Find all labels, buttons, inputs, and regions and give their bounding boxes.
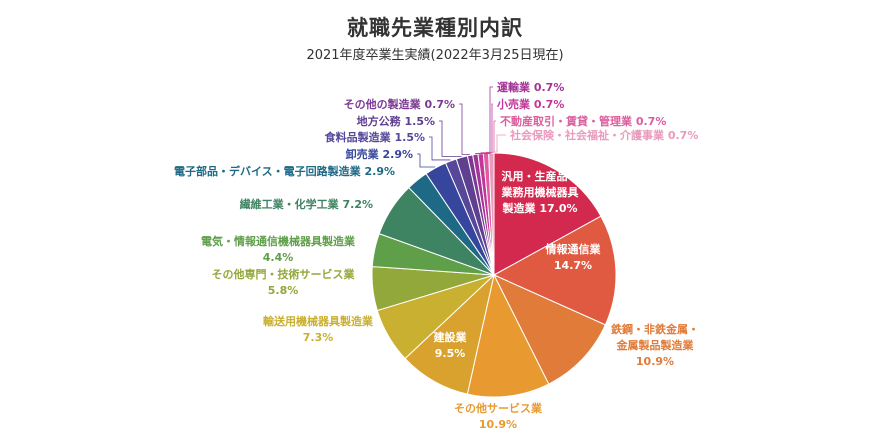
slice-label: 鉄鋼・非鉄金属・金属製品製造業 10.9% <box>611 322 699 368</box>
slice-label: 小売業 0.7% <box>496 97 564 111</box>
slice-label: 繊維工業・化学工業 7.2% <box>240 197 373 211</box>
slice-label: 食料品製造業 1.5% <box>325 130 425 144</box>
pie-slice <box>492 273 607 385</box>
slice-label: 運輸業 0.7% <box>497 80 564 94</box>
leader-line <box>439 120 462 157</box>
slice-label: 建設業 9.5% <box>434 330 468 360</box>
leader-line <box>459 103 470 155</box>
slice-label: その他の製造業 0.7% <box>344 97 455 111</box>
slice-label: 電子部品・デバイス・電子回路製造業 2.9% <box>174 164 395 178</box>
leader-line <box>480 103 493 154</box>
slice-label: 社会保険・社会福祉・介護事業 0.7% <box>509 128 698 142</box>
pie-slice <box>493 152 602 276</box>
pie-slices <box>371 152 617 398</box>
leader-line <box>429 136 451 161</box>
slice-label: 地方公務 1.5% <box>357 114 435 128</box>
slice-label: 汎用・生産品・業務用機械器具製造業 17.0% <box>501 169 579 215</box>
chart-subtitle: 2021年度卒業生実績(2022年3月25日現在) <box>306 48 564 63</box>
leader-lines <box>417 86 506 168</box>
slice-labels: 汎用・生産品・業務用機械器具製造業 17.0% 情報通信業 14.7% 鉄鋼・非鉄金属… <box>174 80 699 431</box>
pie-slice <box>466 273 550 398</box>
leader-line <box>491 134 506 153</box>
slice-label: 卸売業 2.9% <box>346 147 413 161</box>
pie-slice <box>492 215 617 326</box>
slice-label: 電気・情報通信機械器具製造業 4.4% <box>201 234 356 264</box>
leader-line <box>417 153 436 168</box>
slice-label: 不動産取引・賃貸・管理業 0.7% <box>500 114 666 128</box>
slice-label: 情報通信業 14.7% <box>546 242 602 272</box>
leader-line <box>475 86 493 154</box>
slice-label: その他専門・技術サービス業 5.8% <box>212 267 356 297</box>
chart-title: 就職先業種別内訳 <box>347 16 523 40</box>
slice-label: 輸送用機械器具製造業 7.3% <box>263 314 374 344</box>
slice-label: その他サービス業 10.9% <box>454 401 543 431</box>
leader-line <box>485 120 496 153</box>
